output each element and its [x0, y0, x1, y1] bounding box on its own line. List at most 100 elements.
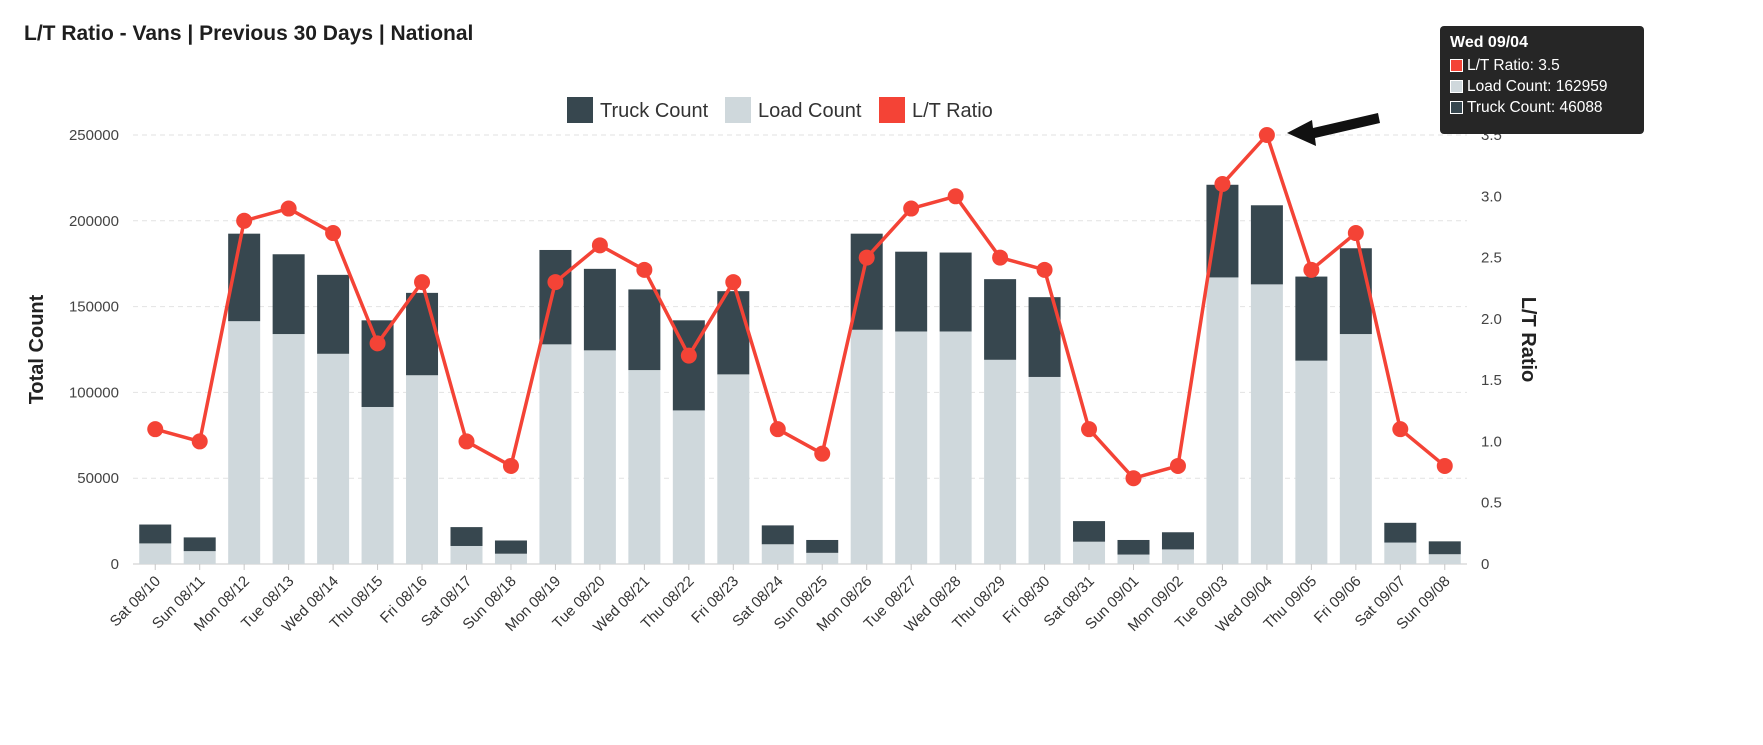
tooltip-row-load: Load Count: 162959 [1450, 78, 1607, 96]
point-lt-ratio [814, 445, 831, 462]
legend-label: Load Count [758, 100, 862, 122]
point-lt-ratio [458, 433, 475, 450]
y2-tick-label: 1.5 [1481, 372, 1502, 389]
bar-load-count [895, 331, 928, 564]
y-tick-label: 250000 [69, 127, 119, 144]
y-tick-label: 0 [111, 556, 119, 573]
bar-truck-count [317, 274, 350, 354]
point-lt-ratio [1081, 421, 1098, 438]
bar-truck-count [139, 524, 172, 544]
point-lt-ratio [1303, 261, 1320, 278]
bar-truck-count [583, 268, 616, 351]
bar-truck-count [406, 292, 439, 376]
bar-load-count [806, 552, 839, 564]
tooltip-row-ratio: L/T Ratio: 3.5 [1450, 57, 1560, 75]
bar-load-count [717, 374, 750, 564]
chart-tooltip: Wed 09/04 L/T Ratio: 3.5 Load Count: 162… [1440, 26, 1644, 134]
point-lt-ratio [680, 347, 697, 364]
bar-load-count [1250, 284, 1283, 564]
point-lt-ratio [502, 457, 519, 474]
tooltip-swatch-load [1450, 80, 1463, 93]
bar-load-count [317, 353, 350, 564]
legend-swatch [567, 97, 593, 123]
bar-truck-count [806, 539, 839, 553]
bar-truck-count [272, 254, 305, 335]
tooltip-row-truck: Truck Count: 46088 [1450, 99, 1603, 117]
bar-load-count [1339, 334, 1372, 564]
point-lt-ratio [1214, 176, 1231, 193]
point-lt-ratio [547, 274, 564, 291]
point-lt-ratio [947, 188, 964, 205]
bar-load-count [361, 406, 394, 564]
point-lt-ratio [992, 249, 1009, 266]
point-lt-ratio [858, 249, 875, 266]
bar-truck-count [1250, 205, 1283, 285]
y-tick-label: 100000 [69, 384, 119, 401]
point-lt-ratio [903, 200, 920, 217]
bar-load-count [1295, 360, 1328, 564]
bar-load-count [583, 350, 616, 564]
y2-tick-label: 2.0 [1481, 311, 1502, 328]
bar-truck-count [1428, 541, 1461, 555]
bar-load-count [628, 370, 661, 564]
legend-label: L/T Ratio [912, 100, 993, 122]
point-lt-ratio [369, 335, 386, 352]
point-lt-ratio [1436, 457, 1453, 474]
legend-swatch [879, 97, 905, 123]
tooltip-swatch-ratio [1450, 59, 1463, 72]
point-lt-ratio [414, 274, 431, 291]
point-lt-ratio [769, 421, 786, 438]
point-lt-ratio [191, 433, 208, 450]
point-lt-ratio [1036, 261, 1053, 278]
bar-truck-count [1384, 522, 1417, 543]
point-lt-ratio [591, 237, 608, 254]
bar-truck-count [361, 320, 394, 407]
point-lt-ratio [725, 274, 742, 291]
bar-load-count [850, 329, 883, 564]
tooltip-label-truck: Truck Count: 46088 [1467, 99, 1603, 116]
point-lt-ratio [147, 421, 164, 438]
y2-tick-label: 2.5 [1481, 250, 1502, 267]
bar-load-count [183, 551, 216, 564]
point-lt-ratio [636, 261, 653, 278]
legend-swatch [725, 97, 751, 123]
point-lt-ratio [1258, 127, 1275, 143]
chart-title: L/T Ratio - Vans | Previous 30 Days | Na… [24, 22, 474, 45]
bar-load-count [761, 544, 794, 564]
bar-load-count [228, 321, 261, 564]
bar-truck-count [717, 291, 750, 375]
bar-load-count [406, 375, 439, 564]
bar-truck-count [1339, 248, 1372, 335]
point-lt-ratio [1125, 470, 1142, 487]
bar-truck-count [895, 251, 928, 332]
bar-load-count [984, 359, 1017, 564]
bar-truck-count [494, 540, 527, 554]
y-tick-label: 200000 [69, 213, 119, 230]
tooltip-swatch-truck [1450, 101, 1463, 114]
bar-truck-count [450, 527, 483, 546]
point-lt-ratio [1169, 457, 1186, 474]
bar-truck-count [1073, 521, 1106, 542]
tooltip-date: Wed 09/04 [1450, 34, 1528, 51]
point-lt-ratio [1392, 421, 1409, 438]
bar-truck-count [183, 537, 216, 552]
bar-load-count [1206, 277, 1239, 564]
tooltip-arrow [1287, 113, 1380, 146]
bar-load-count [494, 553, 527, 564]
bar-load-count [1117, 554, 1150, 564]
bar-truck-count [1117, 539, 1150, 555]
bar-truck-count [850, 233, 883, 330]
y2-tick-label: 3.0 [1481, 188, 1502, 205]
bar-load-count [272, 334, 305, 564]
bar-load-count [672, 410, 705, 564]
bar-truck-count [628, 289, 661, 371]
bar-load-count [1384, 542, 1417, 564]
bar-truck-count [1161, 532, 1194, 550]
y-axis-title: Total Count [26, 294, 48, 404]
point-lt-ratio [236, 212, 253, 229]
tooltip-label-load: Load Count: 162959 [1467, 78, 1608, 95]
legend-label: Truck Count [600, 100, 709, 122]
y2-tick-label: 0 [1481, 556, 1489, 573]
bar-truck-count [939, 252, 972, 332]
